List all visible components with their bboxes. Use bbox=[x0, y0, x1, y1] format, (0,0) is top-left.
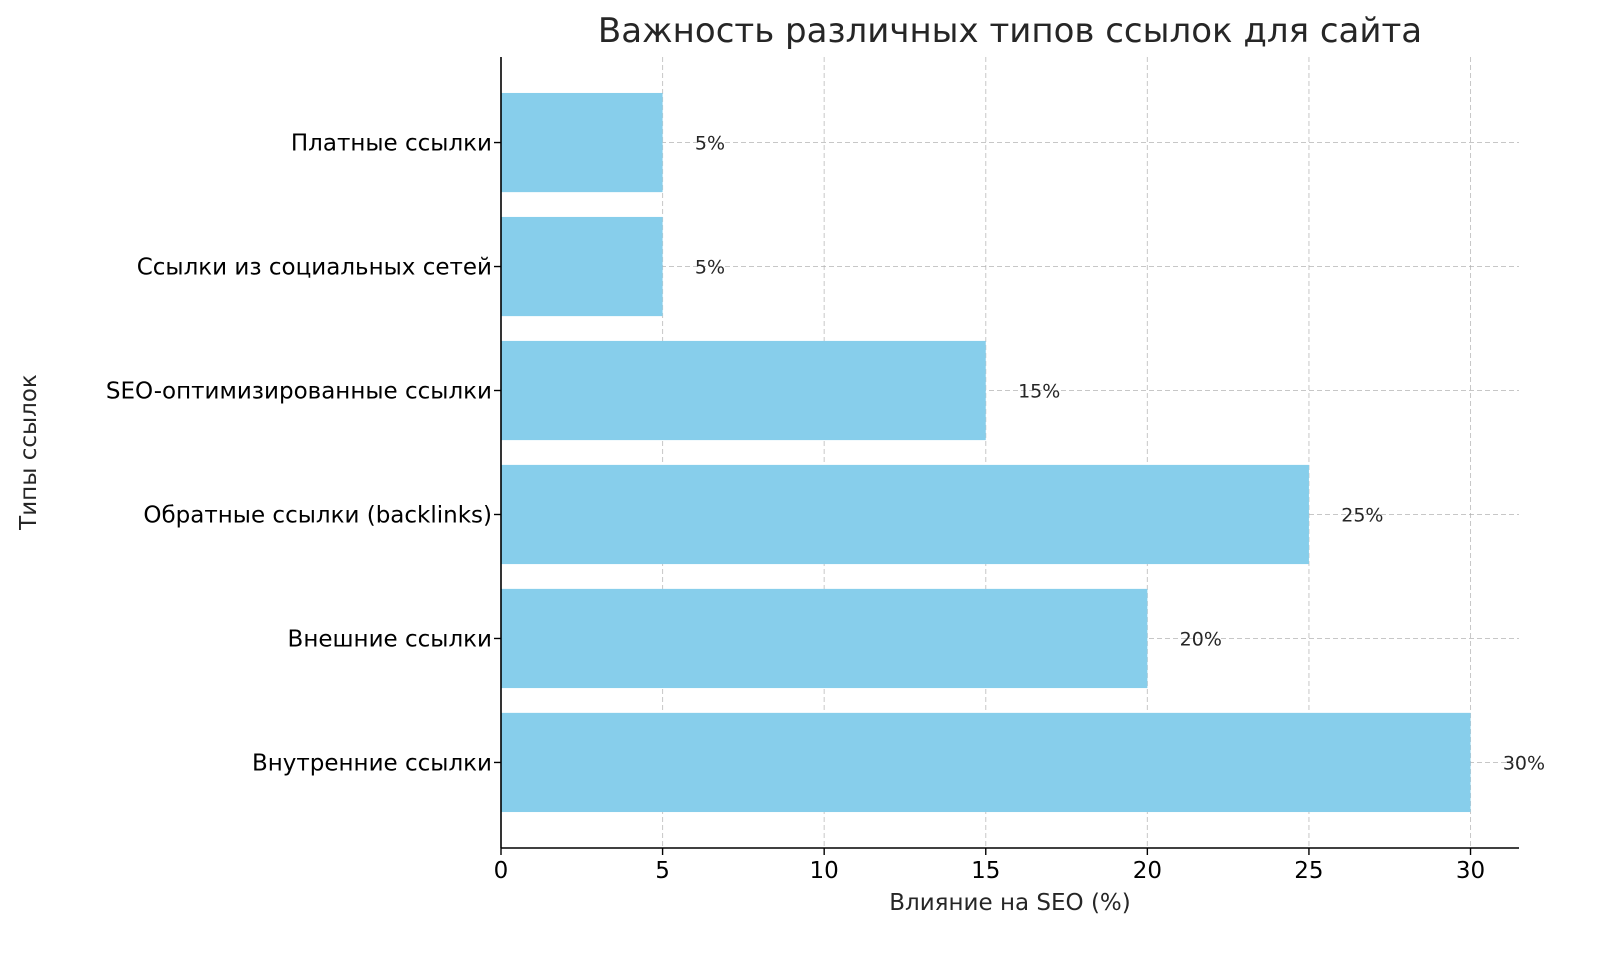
y-axis-ticks: Внутренние ссылки Внешние ссылки Обратные … bbox=[106, 131, 501, 776]
data-labels: 30% 20% 25% 15% 5% 5% bbox=[695, 133, 1545, 775]
y-tick-label: SEO-оптимизированные ссылки bbox=[106, 379, 492, 405]
y-tick-label: Ссылки из социальных сетей bbox=[137, 255, 492, 281]
data-label: 5% bbox=[695, 133, 725, 155]
x-tick-label: 20 bbox=[1133, 858, 1162, 884]
x-axis-label: Влияние на SEO (%) bbox=[889, 890, 1131, 916]
bar bbox=[501, 340, 986, 441]
x-axis-ticks: 0 5 10 15 20 25 30 bbox=[494, 848, 1485, 884]
bar bbox=[501, 588, 1148, 689]
y-tick-label: Платные ссылки bbox=[291, 131, 492, 157]
x-tick-label: 25 bbox=[1294, 858, 1323, 884]
y-tick-label: Внешние ссылки bbox=[288, 626, 492, 652]
y-axis-label: Типы ссылок bbox=[16, 374, 42, 531]
bars bbox=[501, 92, 1471, 813]
data-label: 30% bbox=[1503, 752, 1545, 774]
data-label: 25% bbox=[1341, 504, 1383, 526]
x-tick-label: 0 bbox=[494, 858, 509, 884]
x-tick-label: 5 bbox=[655, 858, 670, 884]
bar bbox=[501, 92, 663, 193]
x-tick-label: 15 bbox=[971, 858, 1000, 884]
bar bbox=[501, 216, 663, 317]
x-tick-label: 30 bbox=[1456, 858, 1485, 884]
bar bbox=[501, 464, 1309, 565]
chart-title: Важность различных типов ссылок для сайт… bbox=[598, 11, 1422, 51]
y-tick-label: Обратные ссылки (backlinks) bbox=[143, 502, 492, 528]
data-label: 5% bbox=[695, 257, 725, 279]
y-tick-label: Внутренние ссылки bbox=[252, 750, 492, 776]
bar bbox=[501, 712, 1471, 813]
data-label: 20% bbox=[1180, 628, 1222, 650]
x-tick-label: 10 bbox=[810, 858, 839, 884]
data-label: 15% bbox=[1018, 381, 1060, 403]
